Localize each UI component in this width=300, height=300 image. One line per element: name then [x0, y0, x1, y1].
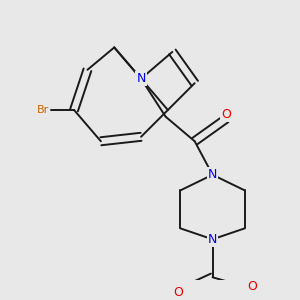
Text: N: N — [136, 72, 146, 85]
Text: Br: Br — [37, 105, 49, 115]
Text: N: N — [208, 168, 217, 181]
Text: N: N — [208, 233, 217, 246]
Text: O: O — [221, 108, 231, 121]
Text: O: O — [173, 286, 183, 299]
Text: O: O — [247, 280, 257, 293]
